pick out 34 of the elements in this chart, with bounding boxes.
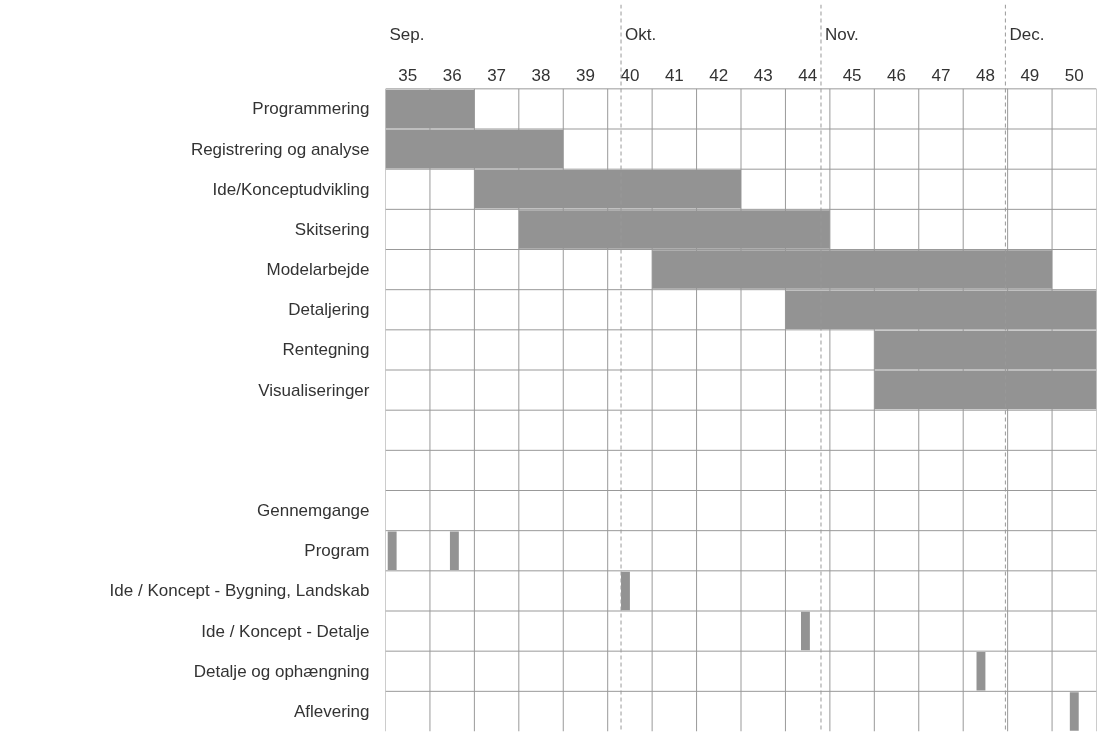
- y-tick-label: Aflevering: [293, 701, 370, 721]
- text: Sep.: [389, 25, 425, 45]
- y-tick-label: Modelarbejde: [266, 260, 370, 280]
- x-tick-label: 38: [531, 65, 551, 85]
- y-tick-label: Rentegning: [282, 340, 370, 360]
- x-tick-label: 43: [753, 65, 773, 85]
- x-tick-label: 40: [620, 65, 640, 85]
- x-tick-label: 49: [1020, 65, 1040, 85]
- ref-line-label: Dec.: [1009, 25, 1045, 45]
- y-tick-label: Visualiseringer: [258, 380, 370, 400]
- y-tick-label: Program: [304, 541, 370, 561]
- x-tick-label: 42: [709, 65, 729, 85]
- x-tick-label: 39: [576, 65, 595, 85]
- x-tick-label: 35: [398, 65, 418, 85]
- x-tick-label: 47: [931, 65, 951, 85]
- x-tick-label: 41: [664, 65, 684, 85]
- x-tick-label: 45: [842, 65, 862, 85]
- y-tick-label: Ide / Koncept - Detalje: [201, 621, 370, 641]
- x-tick-label: 46: [887, 65, 906, 85]
- y-tick-label: Gennemgange: [257, 501, 370, 521]
- ref-line-label: Okt.: [625, 25, 657, 45]
- x-tick-label: 50: [1064, 65, 1084, 85]
- y-tick-label: Detaljering: [288, 300, 370, 320]
- x-tick-label: 36: [442, 65, 462, 85]
- y-tick-label: Detalje og ophængning: [193, 661, 370, 681]
- x-tick-label: 37: [487, 65, 507, 85]
- y-tick-label: Skitsering: [294, 219, 370, 239]
- y-tick-label: Registrering og analyse: [190, 139, 370, 159]
- y-tick-label: Programmering: [252, 99, 370, 119]
- x-tick-label: 48: [975, 65, 995, 85]
- y-tick-label: Ide/Konceptudvikling: [212, 179, 370, 199]
- x-tick-label: 44: [798, 65, 818, 85]
- ref-line-label: Nov.: [824, 25, 859, 45]
- y-tick-label: Ide / Koncept - Bygning, Landskab: [109, 581, 370, 601]
